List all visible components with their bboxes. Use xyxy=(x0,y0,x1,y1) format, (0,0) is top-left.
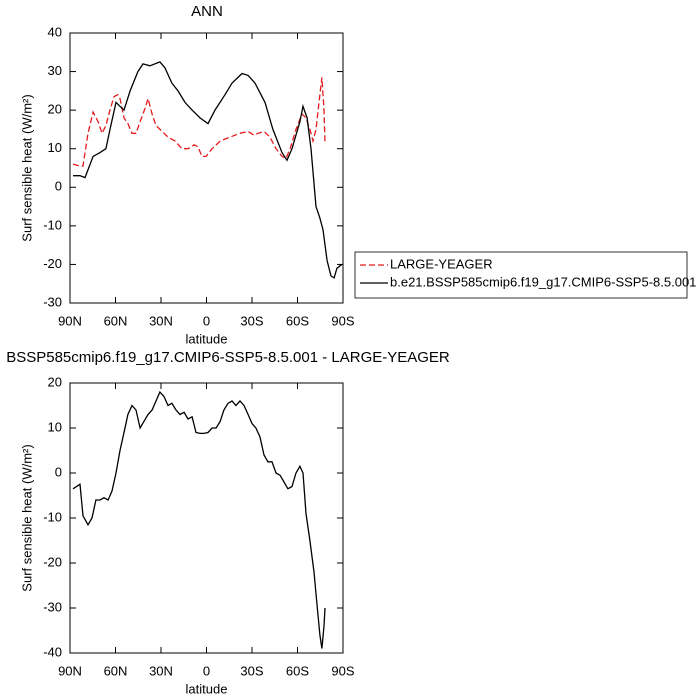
y-tick-label: 0 xyxy=(55,464,62,479)
x-axis-label: latitude xyxy=(186,331,228,346)
y-tick-label: -30 xyxy=(43,294,62,309)
x-tick-label: 30N xyxy=(149,313,173,328)
x-tick-label: 30S xyxy=(240,313,263,328)
y-tick-label: -10 xyxy=(43,217,62,232)
y-axis-label: Surf sensible heat (W/m²) xyxy=(19,94,34,241)
y-axis-label: Surf sensible heat (W/m²) xyxy=(19,444,34,591)
x-tick-label: 90N xyxy=(58,313,82,328)
y-tick-label: -30 xyxy=(43,599,62,614)
x-axis-label: latitude xyxy=(186,681,228,696)
x-tick-label: 0 xyxy=(203,313,210,328)
y-tick-label: -40 xyxy=(43,644,62,659)
x-tick-label: 90S xyxy=(331,663,354,678)
plot-frame xyxy=(69,32,344,304)
x-tick-label: 60N xyxy=(104,663,128,678)
x-tick-label: 60S xyxy=(286,313,309,328)
x-tick-label: 60N xyxy=(104,313,128,328)
x-tick-label: 60S xyxy=(286,663,309,678)
y-tick-label: -10 xyxy=(43,509,62,524)
x-tick-label: 90S xyxy=(331,313,354,328)
y-tick-label: 30 xyxy=(48,63,62,78)
y-tick-label: 20 xyxy=(48,374,62,389)
y-tick-label: -20 xyxy=(43,554,62,569)
x-tick-label: 30S xyxy=(240,663,263,678)
y-tick-label: 0 xyxy=(55,179,62,194)
y-tick-label: -20 xyxy=(43,256,62,271)
chart-title: BSSP585cmip6.f19_g17.CMIP6-SSP5-8.5.001 … xyxy=(6,349,450,366)
data-line xyxy=(72,390,326,649)
data-line xyxy=(72,77,326,167)
x-tick-label: 0 xyxy=(203,663,210,678)
y-tick-label: 10 xyxy=(48,419,62,434)
x-tick-label: 90N xyxy=(58,663,82,678)
legend-box xyxy=(354,251,688,299)
y-tick-label: 40 xyxy=(48,24,62,39)
x-tick-label: 30N xyxy=(149,663,173,678)
data-line xyxy=(73,61,343,279)
legend-label: LARGE-YEAGER xyxy=(390,256,493,271)
chart-title: ANN xyxy=(191,3,223,20)
y-tick-label: 10 xyxy=(48,140,62,155)
legend-label: b.e21.BSSP585cmip6.f19_g17.CMIP6-SSP5-8.… xyxy=(390,274,696,289)
y-tick-label: 20 xyxy=(48,102,62,117)
plot-frame xyxy=(69,382,344,654)
